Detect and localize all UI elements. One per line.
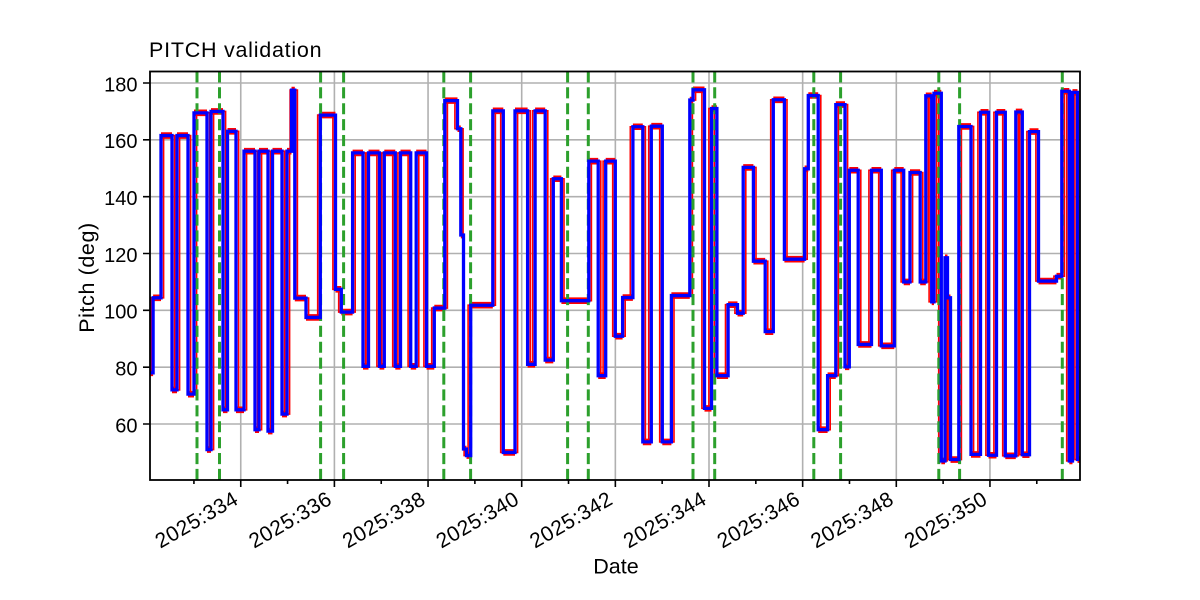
svg-text:120: 120 xyxy=(104,245,137,267)
svg-text:160: 160 xyxy=(104,131,137,153)
svg-text:60: 60 xyxy=(115,415,137,437)
svg-text:80: 80 xyxy=(115,358,137,380)
svg-text:PITCH validation: PITCH validation xyxy=(149,38,322,62)
svg-text:Pitch (deg): Pitch (deg) xyxy=(75,222,99,333)
svg-text:140: 140 xyxy=(104,188,137,210)
svg-text:Date: Date xyxy=(593,555,638,579)
svg-text:100: 100 xyxy=(104,302,137,324)
svg-text:180: 180 xyxy=(104,74,137,96)
